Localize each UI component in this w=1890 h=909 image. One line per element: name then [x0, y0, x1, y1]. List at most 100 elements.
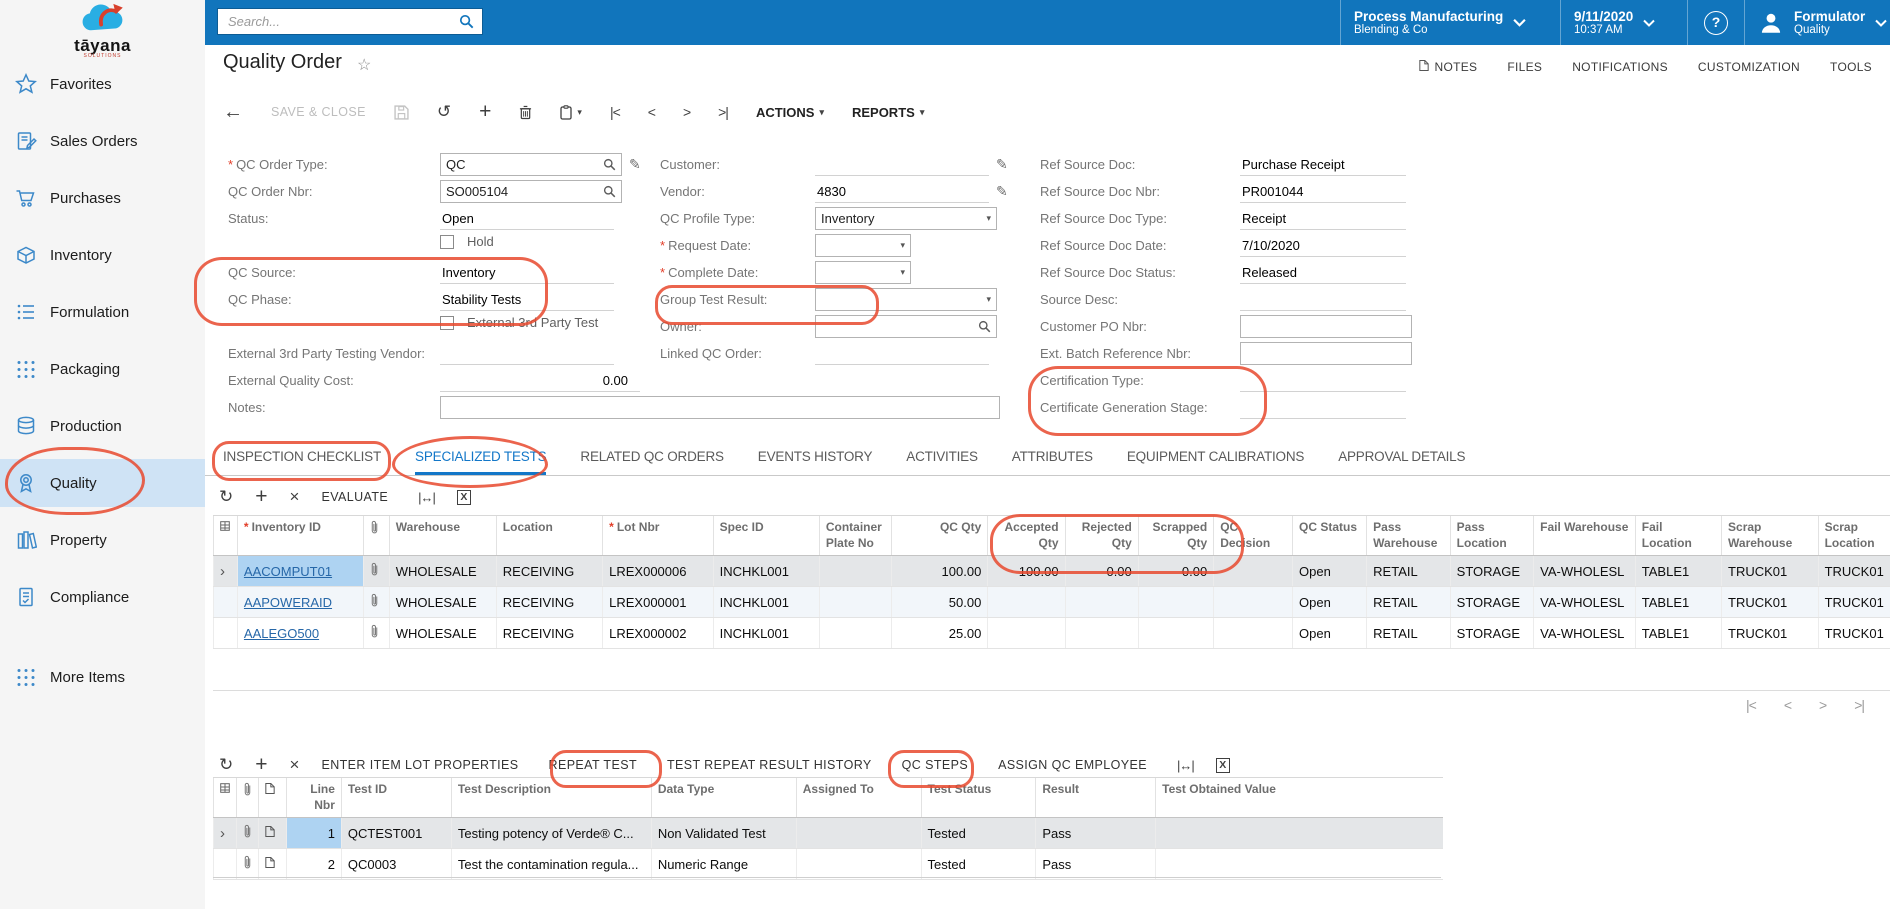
column-header-location[interactable]: Location: [495, 515, 603, 557]
tab-approval-details[interactable]: APPROVAL DETAILS: [1338, 449, 1466, 464]
inventory_id-link[interactable]: AAPOWERAID: [243, 594, 333, 610]
column-header-scrapped_qty[interactable]: Scrapped Qty: [1137, 515, 1214, 557]
tab-related-qc-orders[interactable]: RELATED QC ORDERS: [580, 449, 724, 464]
assign-qc-employee-button[interactable]: ASSIGN QC EMPLOYEE: [998, 758, 1147, 772]
prev-page-icon[interactable]: <: [1783, 697, 1792, 713]
cell-inventory_id[interactable]: AALEGO500: [236, 617, 364, 650]
sidebar-item-property[interactable]: Property: [0, 516, 205, 564]
refresh-button[interactable]: ↻: [219, 487, 234, 506]
tab-attributes[interactable]: ATTRIBUTES: [1011, 449, 1093, 464]
tab-activities[interactable]: ACTIVITIES: [906, 449, 978, 464]
fit-width-button[interactable]: |↔|: [1176, 757, 1195, 773]
table-row[interactable]: › AACOMPUT01 WHOLESALE RECEIVING LREX000006 I…: [213, 555, 1890, 588]
global-search[interactable]: [217, 8, 483, 35]
hold-checkbox[interactable]: [440, 234, 454, 249]
sidebar-item-production[interactable]: Production: [0, 402, 205, 450]
column-header-test_description[interactable]: Test Description: [450, 777, 652, 819]
column-header-clip[interactable]: [236, 777, 259, 819]
delete-row-button[interactable]: ×: [289, 755, 300, 774]
search-icon[interactable]: [459, 14, 474, 29]
refresh-button[interactable]: ↻: [219, 755, 234, 774]
tab-specialized-tests[interactable]: SPECIALIZED TESTS: [415, 440, 547, 475]
sidebar-item-packaging[interactable]: Packaging: [0, 345, 205, 393]
column-header-rejected_qty[interactable]: Rejected Qty: [1064, 515, 1139, 557]
column-header-qc_decision[interactable]: QC Decision: [1213, 515, 1293, 557]
column-header-scrap_warehouse[interactable]: Scrap Warehouse: [1721, 515, 1819, 557]
column-header-clip[interactable]: [363, 515, 390, 557]
fit-width-button[interactable]: |↔|: [418, 489, 436, 505]
save-close-button[interactable]: SAVE & CLOSE: [271, 105, 366, 119]
delete-record-button[interactable]: [519, 105, 532, 120]
save-icon[interactable]: [394, 104, 409, 120]
row-expander-icon[interactable]: ›: [220, 824, 225, 842]
column-header-warehouse[interactable]: Warehouse: [388, 515, 497, 557]
tab-equipment-calibrations[interactable]: EQUIPMENT CALIBRATIONS: [1126, 449, 1305, 464]
qc-steps-button[interactable]: QC STEPS: [901, 758, 969, 772]
first-record-button[interactable]: |<: [609, 104, 621, 120]
edit-pencil-icon[interactable]: ✎: [996, 156, 1008, 172]
last-record-button[interactable]: >|: [718, 104, 729, 120]
edit-pencil-icon[interactable]: ✎: [629, 156, 641, 172]
column-header-lot_nbr[interactable]: * Lot Nbr: [602, 515, 714, 557]
sidebar-item-formulation[interactable]: Formulation: [0, 288, 205, 336]
notes-field[interactable]: [440, 396, 1000, 419]
table-row[interactable]: › 1 QCTEST001 Testing potency of Verde® C..…: [213, 817, 1443, 850]
sidebar-item-purchases[interactable]: Purchases: [0, 174, 205, 222]
business-date-selector[interactable]: 9/11/2020 10:37 AM: [1560, 0, 1687, 45]
enter-item-lot-properties-button[interactable]: ENTER ITEM LOT PROPERTIES: [321, 758, 519, 772]
column-header-assigned_to[interactable]: Assigned To: [795, 777, 922, 819]
column-header-test_id[interactable]: Test ID: [340, 777, 452, 819]
export-excel-button[interactable]: X: [1215, 757, 1230, 773]
sidebar-item-more-items[interactable]: More Items: [0, 653, 205, 701]
customer-po-nbr-field[interactable]: [1240, 315, 1412, 338]
group-test-result-field[interactable]: ▾: [815, 288, 997, 311]
qc-order-type-field[interactable]: QC: [440, 153, 622, 176]
table-row[interactable]: AALEGO500 WHOLESALE RECEIVING LREX000002 INC…: [213, 617, 1890, 650]
sidebar-item-sales-orders[interactable]: Sales Orders: [0, 117, 205, 165]
last-page-icon[interactable]: >|: [1854, 697, 1865, 713]
help-button[interactable]: ?: [1687, 0, 1744, 45]
column-header-fail_location[interactable]: Fail Location: [1634, 515, 1722, 557]
column-header-line_nbr[interactable]: Line Nbr: [285, 777, 342, 819]
next-record-button[interactable]: >: [682, 104, 691, 120]
column-header-result[interactable]: Result: [1035, 777, 1156, 819]
tab-inspection-checklist[interactable]: INSPECTION CHECKLIST: [223, 449, 382, 464]
user-menu[interactable]: Formulator Quality: [1744, 0, 1890, 45]
sidebar-item-compliance[interactable]: Compliance: [0, 573, 205, 621]
column-header-inventory_id[interactable]: * Inventory ID: [236, 515, 364, 557]
copy-paste-button[interactable]: ▾: [560, 104, 582, 120]
cell-inventory_id[interactable]: AACOMPUT01: [236, 555, 364, 588]
column-header-pass_location[interactable]: Pass Location: [1449, 515, 1534, 557]
favorite-star-icon[interactable]: ☆: [357, 57, 372, 74]
tab-events-history[interactable]: EVENTS HISTORY: [757, 449, 873, 464]
header-link-customization[interactable]: CUSTOMIZATION: [1697, 60, 1801, 74]
sidebar-item-quality[interactable]: Quality: [0, 459, 205, 507]
search-input[interactable]: [226, 13, 459, 30]
column-header-test_status[interactable]: Test Status: [920, 777, 1036, 819]
add-record-button[interactable]: +: [479, 100, 492, 123]
header-link-tools[interactable]: TOOLS: [1830, 60, 1872, 74]
owner-field[interactable]: [815, 315, 997, 338]
column-header-qc_qty[interactable]: QC Qty: [890, 515, 988, 557]
column-header-pass_warehouse[interactable]: Pass Warehouse: [1366, 515, 1451, 557]
inventory_id-link[interactable]: AACOMPUT01: [243, 563, 333, 579]
edit-pencil-icon[interactable]: ✎: [996, 183, 1008, 199]
first-page-icon[interactable]: |<: [1746, 697, 1757, 713]
qc-order-nbr-field[interactable]: SO005104: [440, 180, 622, 203]
row-expander-icon[interactable]: ›: [220, 562, 225, 580]
header-link-notes[interactable]: NOTES: [1418, 59, 1478, 75]
company-selector[interactable]: Process Manufacturing Blending & Co: [1340, 0, 1560, 45]
sidebar-item-inventory[interactable]: Inventory: [0, 231, 205, 279]
back-button[interactable]: ←: [223, 100, 243, 123]
column-header-file[interactable]: [258, 777, 287, 819]
cell-inventory_id[interactable]: AAPOWERAID: [236, 586, 364, 619]
column-header-expander[interactable]: [213, 777, 237, 819]
column-header-spec_id[interactable]: Spec ID: [712, 515, 820, 557]
column-header-accepted_qty[interactable]: Accepted Qty: [987, 515, 1066, 557]
sidebar-item-favorites[interactable]: Favorites: [0, 60, 205, 108]
column-header-container_plate_no[interactable]: Container Plate No: [818, 515, 892, 557]
table-row[interactable]: AAPOWERAID WHOLESALE RECEIVING LREX000001 IN…: [213, 586, 1890, 619]
next-page-icon[interactable]: >: [1819, 697, 1827, 713]
ext-batch-reference-nbr-field[interactable]: [1240, 342, 1412, 365]
evaluate-button[interactable]: EVALUATE: [321, 490, 389, 504]
